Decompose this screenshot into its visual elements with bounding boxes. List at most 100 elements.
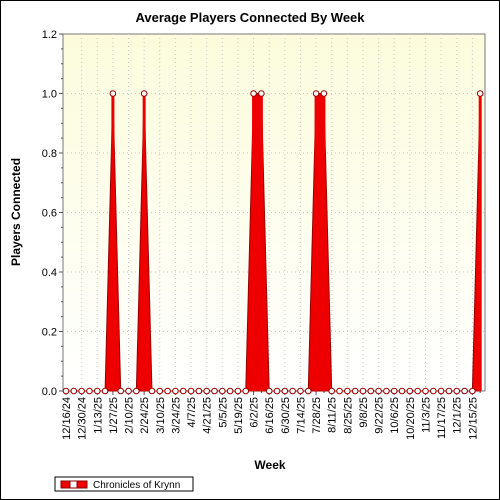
x-tick-label: 11/17/25: [436, 397, 448, 439]
x-tick-label: 8/25/25: [342, 397, 354, 434]
data-point: [101, 387, 109, 395]
x-tick-label: 12/1/25: [452, 397, 464, 434]
data-point: [429, 387, 437, 395]
x-tick-label: 1/13/25: [92, 397, 104, 434]
data-point: [250, 90, 257, 97]
x-tick-label: 7/28/25: [311, 397, 323, 434]
data-point: [367, 387, 375, 395]
y-tick-label: 0.8: [42, 148, 57, 160]
data-point: [406, 387, 414, 395]
y-tick-label: 1.2: [42, 29, 57, 41]
x-axis-ticks: 12/16/24 12/30/24 1/13/25 1/27/25 2/10/25 2/2…: [61, 391, 481, 440]
y-axis-label: Players Connected: [9, 158, 23, 266]
legend-marker: [69, 480, 78, 489]
data-point: [109, 90, 117, 97]
data-point: [172, 387, 179, 395]
data-point: [320, 90, 328, 97]
data-point: [297, 387, 304, 395]
data-point: [351, 387, 359, 395]
x-tick-label: 8/11/25: [327, 397, 339, 433]
plot-area: [62, 33, 486, 392]
x-tick-label: 1/27/25: [108, 397, 120, 434]
data-point: [445, 387, 453, 395]
x-tick-label: 5/5/25: [217, 397, 229, 428]
x-tick-label: 9/8/25: [358, 397, 370, 428]
x-axis-label: Week: [254, 458, 285, 472]
data-point: [203, 387, 210, 395]
data-point: [344, 387, 351, 395]
data-point: [179, 387, 187, 395]
data-point: [86, 387, 93, 395]
data-point: [289, 387, 296, 395]
data-point: [242, 387, 250, 395]
data-point: [133, 387, 140, 395]
data-point: [304, 387, 312, 395]
y-tick-label: 0.0: [42, 386, 57, 398]
data-point: [422, 387, 429, 395]
x-tick-label: 6/2/25: [249, 397, 261, 428]
data-point: [414, 387, 421, 395]
x-tick-label: 4/7/25: [186, 397, 198, 428]
data-point: [195, 387, 203, 395]
x-tick-label: 7/14/25: [295, 397, 307, 434]
x-tick-label: 12/15/25: [467, 397, 479, 440]
data-point: [226, 387, 234, 395]
legend: Chronicles of Krynn: [54, 476, 194, 492]
series-chronicles-of-krynn: [65, 93, 482, 392]
x-tick-label: 2/10/25: [124, 397, 136, 434]
data-point: [375, 387, 382, 395]
x-tick-label: 11/3/25: [420, 397, 432, 433]
data-point: [461, 387, 468, 395]
data-point: [93, 387, 101, 395]
y-tick-label: 0.2: [42, 327, 57, 339]
x-tick-label: 9/22/25: [374, 397, 386, 434]
data-point: [125, 387, 132, 395]
data-point: [476, 90, 484, 97]
data-point: [390, 387, 398, 395]
data-point: [218, 387, 226, 395]
y-tick-label: 0.6: [42, 208, 57, 220]
data-point: [164, 387, 171, 395]
data-point: [328, 387, 336, 395]
legend-box: [54, 476, 194, 492]
x-tick-label: 6/16/25: [264, 397, 276, 434]
x-tick-label: 4/21/25: [202, 397, 214, 434]
x-tick-label: 10/6/25: [389, 397, 401, 434]
data-point: [453, 387, 461, 395]
data-point: [62, 387, 70, 395]
data-point: [117, 387, 125, 395]
legend-entry: Chronicles of Krynn: [93, 480, 180, 491]
data-point: [156, 387, 164, 395]
data-point: [148, 387, 156, 395]
data-point: [140, 90, 148, 97]
y-tick-label: 1.0: [42, 89, 57, 101]
data-point: [211, 387, 218, 395]
x-tick-label: 10/20/25: [405, 397, 417, 440]
y-axis-ticks: 0.0 0.2 0.4 0.6 0.8 1.0 1.2: [42, 29, 63, 398]
data-point: [359, 387, 367, 395]
x-tick-label: 3/10/25: [155, 397, 167, 434]
data-point: [273, 387, 281, 395]
data-point: [437, 387, 445, 395]
data-point: [398, 387, 406, 395]
series-markers: [62, 90, 484, 395]
data-point: [70, 387, 78, 395]
chart-title: Average Players Connected By Week: [135, 10, 365, 25]
data-point: [336, 387, 343, 395]
x-tick-label: 2/24/25: [139, 397, 151, 434]
data-point: [469, 387, 476, 395]
data-point: [265, 387, 273, 395]
x-tick-label: 3/24/25: [170, 397, 182, 434]
data-point: [383, 387, 390, 395]
data-point: [258, 90, 265, 97]
x-tick-label: 12/30/24: [77, 397, 89, 440]
data-point: [187, 387, 195, 395]
data-point: [281, 387, 289, 395]
x-tick-label: 12/16/24: [61, 397, 73, 440]
data-point: [234, 387, 242, 395]
data-point: [312, 90, 320, 97]
x-tick-label: 6/30/25: [280, 397, 292, 434]
y-tick-label: 0.4: [42, 267, 57, 279]
data-point: [78, 387, 85, 395]
